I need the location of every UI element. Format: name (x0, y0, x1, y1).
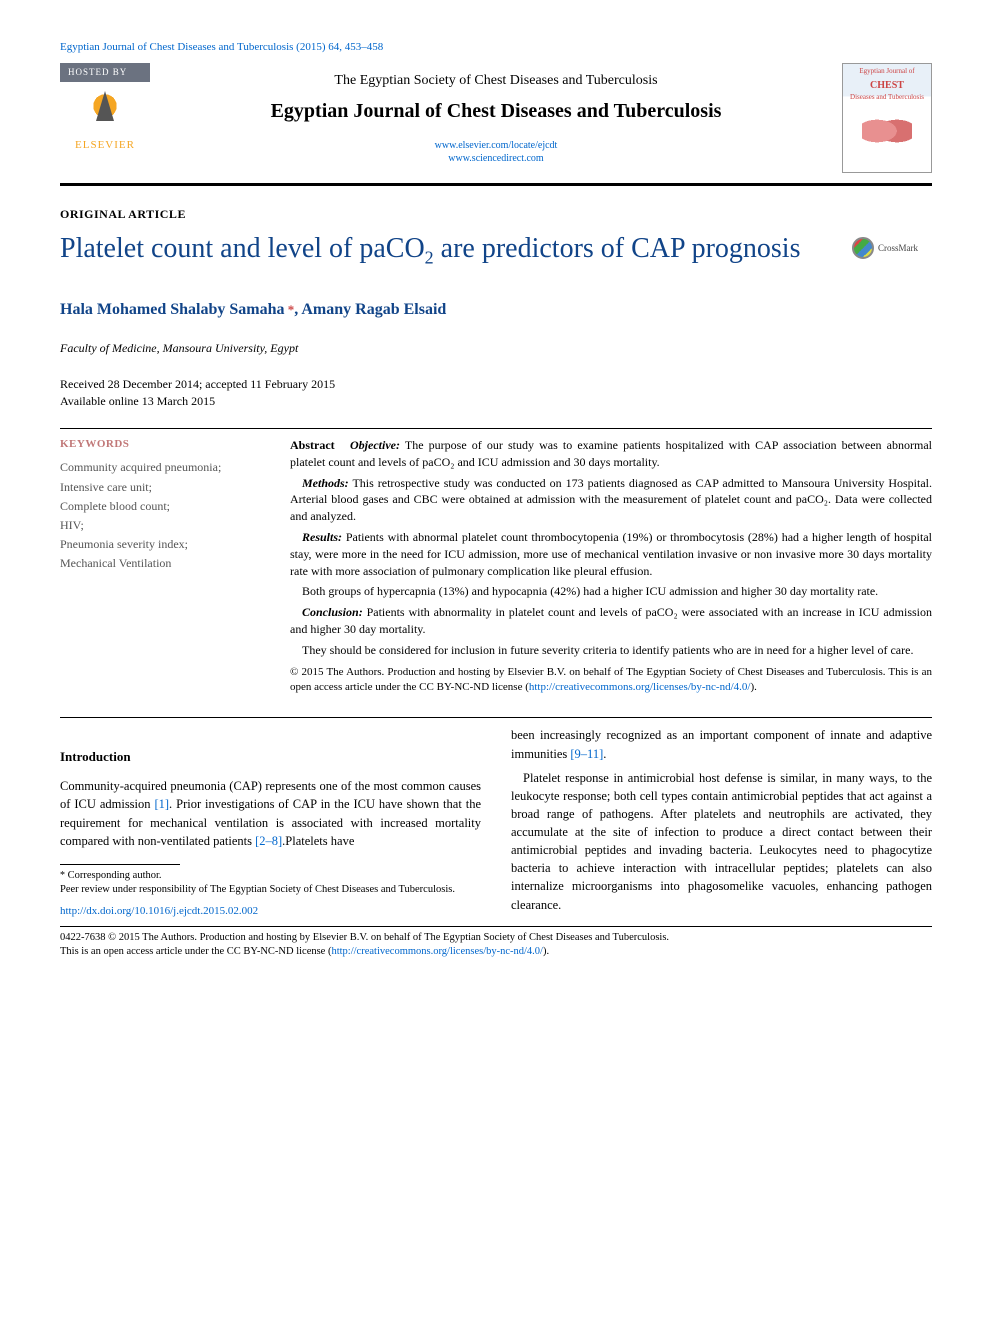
journal-cover-thumbnail: Egyptian Journal of CHEST Diseases and T… (842, 63, 932, 173)
methods-text: This retrospective study was conducted o… (290, 476, 932, 524)
publisher-block: HOSTED BY ELSEVIER (60, 63, 150, 173)
author-1: Hala Mohamed Shalaby Samaha (60, 301, 284, 318)
dates-online: Available online 13 March 2015 (60, 393, 932, 410)
footer-license-link[interactable]: http://creativecommons.org/licenses/by-n… (331, 946, 543, 957)
journal-link-2[interactable]: www.sciencedirect.com (448, 153, 543, 164)
abstract-bottom-rule (60, 717, 932, 718)
copyright-end: ). (750, 681, 756, 693)
elsevier-logo: ELSEVIER (60, 82, 150, 157)
elsevier-wordmark: ELSEVIER (75, 138, 135, 153)
journal-header-bar: HOSTED BY ELSEVIER The Egyptian Society … (60, 63, 932, 186)
journal-links: www.elsevier.com/locate/ejcdt www.scienc… (160, 139, 832, 165)
footer-block: 0422-7638 © 2015 The Authors. Production… (60, 931, 932, 959)
ref-link-2-8[interactable]: [2–8] (255, 834, 282, 848)
journal-name: Egyptian Journal of Chest Diseases and T… (160, 97, 832, 125)
crossmark-badge[interactable]: CrossMark (852, 237, 932, 259)
body-columns: Introduction Community-acquired pneumoni… (60, 726, 932, 920)
intro-para-1: Community-acquired pneumonia (CAP) repre… (60, 777, 481, 850)
title-row: Platelet count and level of paCO2 are pr… (60, 231, 932, 269)
abstract-text: Abstract Objective: The purpose of our s… (290, 437, 932, 699)
crossmark-label: CrossMark (878, 242, 918, 255)
results-label: Results: (302, 530, 342, 544)
intro-para-2: Platelet response in antimicrobial host … (511, 769, 932, 914)
abstract-lead: Abstract (290, 438, 335, 452)
title-post: are predictors of CAP prognosis (434, 233, 801, 264)
journal-link-1[interactable]: www.elsevier.com/locate/ejcdt (435, 140, 558, 151)
corresponding-marker: * (284, 302, 294, 317)
conclusion-text-1: Patients with abnormality in platelet co… (290, 605, 932, 636)
affiliation: Faculty of Medicine, Mansoura University… (60, 340, 932, 357)
article-dates: Received 28 December 2014; accepted 11 F… (60, 376, 932, 410)
corresponding-footnote: * Corresponding author. (60, 869, 481, 884)
dates-received-accepted: Received 28 December 2014; accepted 11 F… (60, 376, 932, 393)
authors-line: Hala Mohamed Shalaby Samaha *, Amany Rag… (60, 299, 932, 321)
footer-license-text: This is an open access article under the… (60, 946, 331, 957)
doi-line: http://dx.doi.org/10.1016/j.ejcdt.2015.0… (60, 904, 481, 920)
keywords-list: Community acquired pneumonia; Intensive … (60, 458, 260, 573)
footer-issn: 0422-7638 © 2015 The Authors. Production… (60, 932, 669, 943)
results-text-1: Patients with abnormal platelet count th… (290, 530, 932, 578)
conclusion-label: Conclusion: (302, 605, 363, 619)
crossmark-icon (852, 237, 874, 259)
citation-header: Egyptian Journal of Chest Diseases and T… (60, 40, 932, 55)
footer-rule (60, 926, 932, 927)
intro-para-cont: been increasingly recognized as an impor… (511, 726, 932, 762)
cover-top-text: Egyptian Journal of (846, 67, 928, 77)
society-name: The Egyptian Society of Chest Diseases a… (160, 71, 832, 91)
article-type-label: ORIGINAL ARTICLE (60, 206, 932, 223)
title-subscript: 2 (425, 248, 434, 268)
ref-link-1[interactable]: [1] (154, 797, 169, 811)
hosted-by-badge: HOSTED BY (60, 63, 150, 82)
cover-title: CHEST (846, 79, 928, 93)
journal-title-block: The Egyptian Society of Chest Diseases a… (150, 63, 842, 173)
cover-subtitle: Diseases and Tuberculosis (846, 93, 928, 103)
title-pre: Platelet count and level of paCO (60, 233, 425, 264)
abstract-top-rule (60, 428, 932, 429)
keywords-heading: KEYWORDS (60, 437, 260, 452)
corr-author-note: Corresponding author. (68, 870, 162, 881)
intro-text-2b: . (603, 747, 606, 761)
keywords-column: KEYWORDS Community acquired pneumonia; I… (60, 437, 260, 699)
footer-license-end: ). (543, 946, 549, 957)
doi-link[interactable]: http://dx.doi.org/10.1016/j.ejcdt.2015.0… (60, 905, 258, 917)
peer-review-footnote: Peer review under responsibility of The … (60, 883, 481, 898)
abstract-copyright: © 2015 The Authors. Production and hosti… (290, 665, 932, 696)
conclusion-text-2: They should be considered for inclusion … (290, 642, 932, 659)
abstract-block: KEYWORDS Community acquired pneumonia; I… (60, 437, 932, 699)
license-link[interactable]: http://creativecommons.org/licenses/by-n… (529, 681, 751, 693)
results-text-2: Both groups of hypercapnia (13%) and hyp… (290, 583, 932, 600)
footnote-separator (60, 864, 180, 865)
cover-lung-icon (862, 111, 912, 151)
methods-label: Methods: (302, 476, 349, 490)
introduction-heading: Introduction (60, 748, 481, 767)
author-2: Amany Ragab Elsaid (301, 301, 446, 318)
intro-text-1c: .Platelets have (282, 834, 354, 848)
left-column: Introduction Community-acquired pneumoni… (60, 726, 481, 920)
ref-link-9-11[interactable]: [9–11] (570, 747, 603, 761)
elsevier-tree-icon (80, 86, 130, 136)
right-column: been increasingly recognized as an impor… (511, 726, 932, 920)
article-title: Platelet count and level of paCO2 are pr… (60, 231, 832, 269)
objective-label: Objective: (350, 438, 400, 452)
